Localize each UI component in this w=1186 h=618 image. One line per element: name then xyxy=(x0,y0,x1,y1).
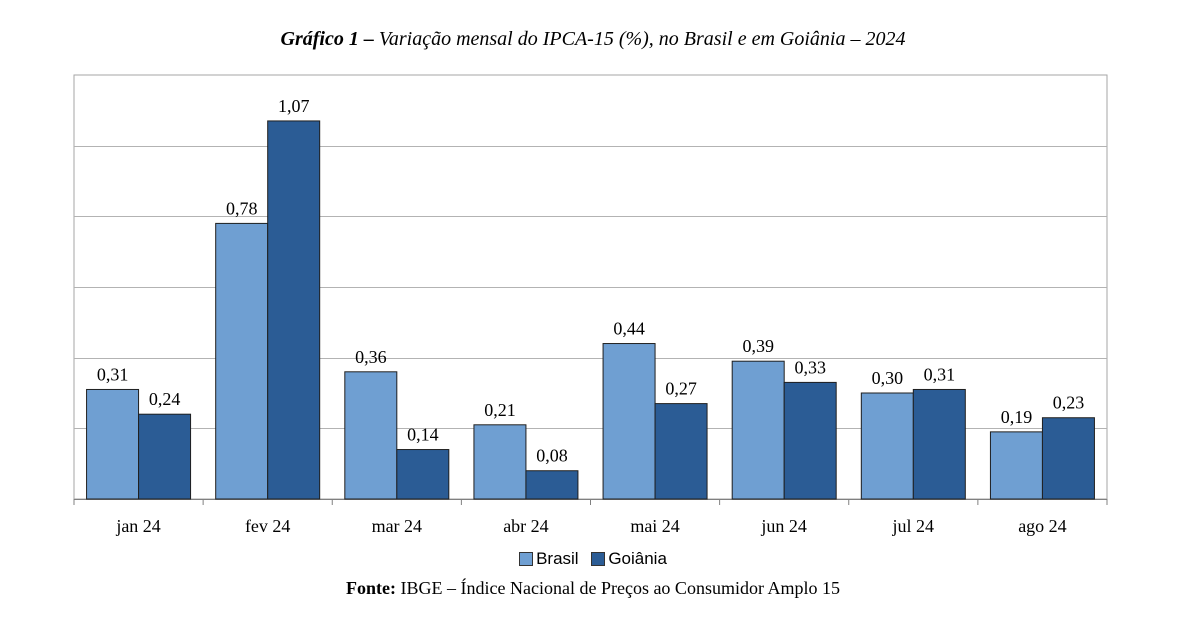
data-label-goiânia-5: 0,33 xyxy=(794,357,826,377)
data-label-brasil-3: 0,21 xyxy=(484,400,516,420)
data-label-goiânia-1: 1,07 xyxy=(278,96,310,116)
bar-brasil-1 xyxy=(215,222,269,500)
x-tick-label-4: mai 24 xyxy=(630,516,680,536)
x-tick-label-6: jul 24 xyxy=(892,516,935,536)
legend-swatch-brasil xyxy=(519,552,534,566)
bar-brasil-2 xyxy=(344,371,398,500)
data-label-goiânia-0: 0,24 xyxy=(149,389,181,409)
legend-label-goiania: Goiânia xyxy=(608,549,667,568)
x-tick-label-2: mar 24 xyxy=(372,516,422,536)
x-tick-label-0: jan 24 xyxy=(115,516,161,536)
legend-item-goiania: Goiânia xyxy=(591,549,667,569)
bar-goiânia-0 xyxy=(138,413,192,500)
data-label-goiânia-2: 0,14 xyxy=(407,425,439,445)
source-label: Fonte: xyxy=(346,578,397,598)
bar-goiânia-5 xyxy=(783,381,837,500)
bar-goiânia-1 xyxy=(267,120,321,500)
legend-label-brasil: Brasil xyxy=(536,549,579,568)
source-note: Fonte: IBGE – Índice Nacional de Preços … xyxy=(0,578,1186,599)
data-label-brasil-6: 0,30 xyxy=(872,368,904,388)
bar-brasil-3 xyxy=(473,424,527,500)
bar-brasil-6 xyxy=(860,392,914,500)
data-label-brasil-2: 0,36 xyxy=(355,347,387,367)
data-label-brasil-5: 0,39 xyxy=(742,336,774,356)
data-label-goiânia-6: 0,31 xyxy=(924,364,956,384)
x-tick-label-1: fev 24 xyxy=(245,516,290,536)
legend: Brasil Goiânia xyxy=(0,549,1186,571)
x-tick-label-3: abr 24 xyxy=(503,516,548,536)
source-text: IBGE – Índice Nacional de Preços ao Cons… xyxy=(400,578,840,598)
data-label-goiânia-4: 0,27 xyxy=(665,379,697,399)
data-label-goiânia-7: 0,23 xyxy=(1053,393,1085,413)
bar-chart: 0,31 0,24 jan 24 0,78 1,07 fev 24 0,36 0,14 mar … xyxy=(73,74,1108,536)
bar-brasil-4 xyxy=(602,343,656,500)
data-label-brasil-0: 0,31 xyxy=(97,364,129,384)
bar-goiânia-6 xyxy=(912,388,966,500)
bar-goiânia-2 xyxy=(396,449,450,500)
data-label-brasil-7: 0,19 xyxy=(1001,407,1033,427)
x-tick-label-5: jun 24 xyxy=(760,516,807,536)
chart-title-text: Variação mensal do IPCA-15 (%), no Brasi… xyxy=(378,28,906,50)
chart-title-prefix: Gráfico 1 – xyxy=(280,28,374,50)
data-label-goiânia-3: 0,08 xyxy=(536,446,568,466)
legend-item-brasil: Brasil xyxy=(519,549,579,569)
data-label-brasil-4: 0,44 xyxy=(613,319,645,339)
bar-brasil-7 xyxy=(989,431,1043,500)
x-tick-label-7: ago 24 xyxy=(1018,516,1067,536)
chart-title: Gráfico 1 – Variação mensal do IPCA-15 (… xyxy=(0,28,1186,51)
data-label-brasil-1: 0,78 xyxy=(226,198,258,218)
legend-swatch-goiania xyxy=(591,552,606,566)
bar-goiânia-7 xyxy=(1041,417,1095,500)
bar-goiânia-3 xyxy=(525,470,579,500)
bar-brasil-0 xyxy=(86,388,140,500)
bar-brasil-5 xyxy=(731,360,785,500)
bar-goiânia-4 xyxy=(654,403,708,500)
